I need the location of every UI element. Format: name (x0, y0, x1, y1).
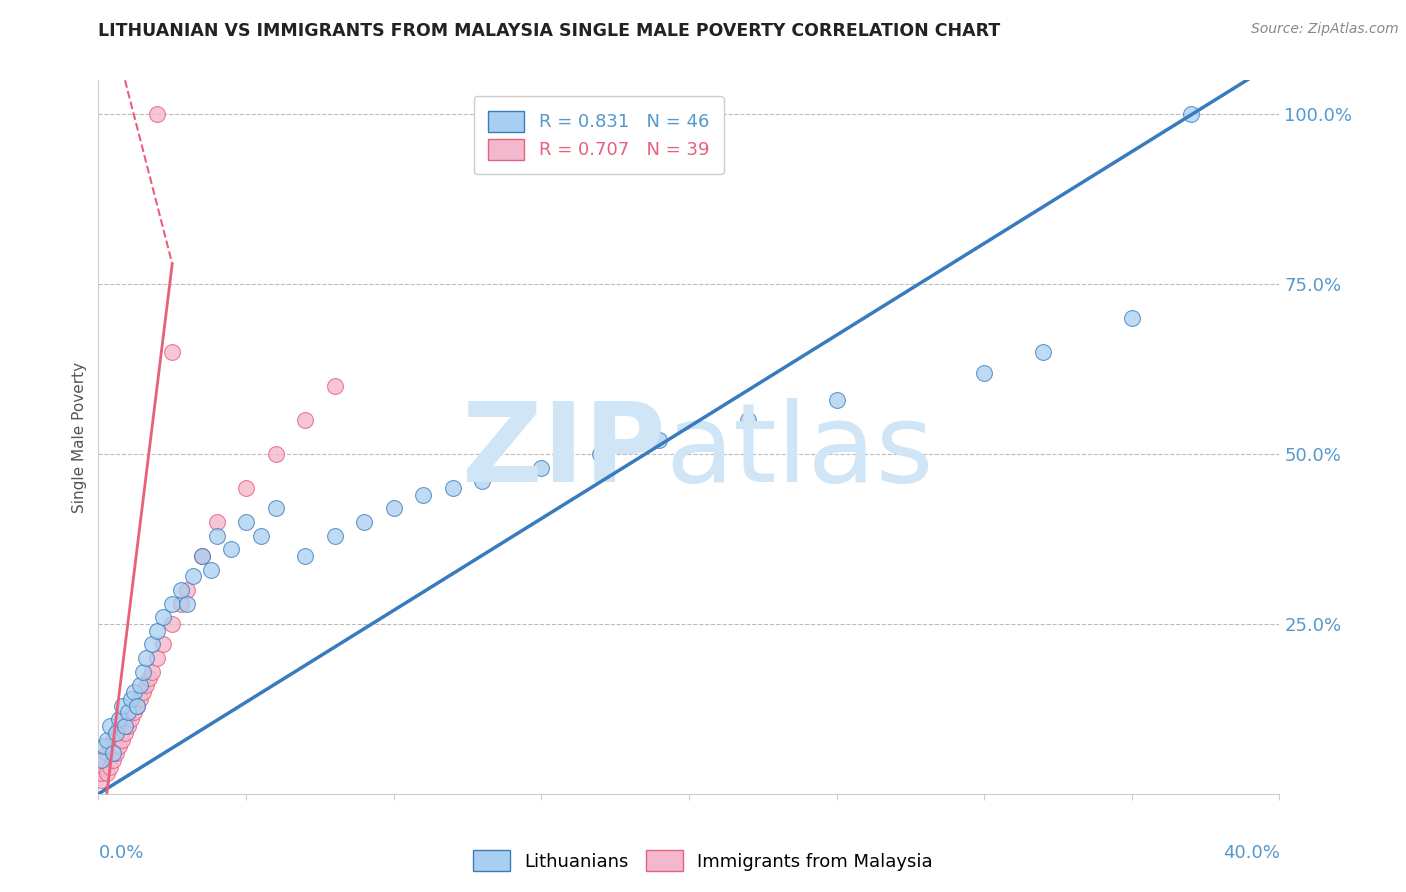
Point (176, 597, 198, 611)
Point (111, 732, 134, 747)
Point (111, 698, 134, 713)
Point (120, 712, 142, 726)
Point (146, 107, 169, 121)
Point (170, 582, 193, 597)
Point (135, 651, 157, 665)
Point (412, 488, 434, 502)
Point (90, 773, 112, 788)
Point (1121, 311, 1143, 326)
Point (105, 725, 128, 739)
Point (114, 725, 136, 739)
Point (96, 746, 118, 760)
Point (98, 719, 121, 733)
Point (205, 515, 228, 529)
Point (105, 746, 128, 760)
Text: 0.0%: 0.0% (98, 844, 143, 862)
Point (235, 481, 257, 495)
Point (471, 475, 494, 489)
Y-axis label: Single Male Poverty: Single Male Poverty (72, 361, 87, 513)
Point (146, 651, 169, 665)
Text: LITHUANIAN VS IMMIGRANTS FROM MALAYSIA SINGLE MALE POVERTY CORRELATION CHART: LITHUANIAN VS IMMIGRANTS FROM MALAYSIA S… (98, 22, 1001, 40)
Point (441, 481, 464, 495)
Point (96, 766, 118, 780)
Point (589, 447, 612, 461)
Point (737, 413, 759, 427)
Point (98, 760, 121, 774)
Point (125, 698, 148, 713)
Point (219, 542, 242, 557)
Point (205, 528, 228, 542)
Point (128, 678, 150, 692)
Point (117, 719, 139, 733)
Point (108, 739, 131, 754)
Text: ZIP: ZIP (463, 398, 665, 505)
Point (825, 392, 848, 407)
Text: Source: ZipAtlas.com: Source: ZipAtlas.com (1251, 22, 1399, 37)
Point (105, 725, 128, 739)
Point (162, 617, 183, 632)
Point (103, 732, 125, 747)
Point (122, 685, 145, 699)
Point (111, 712, 134, 726)
Point (93, 739, 115, 754)
Point (152, 637, 174, 651)
Legend: Lithuanians, Immigrants from Malaysia: Lithuanians, Immigrants from Malaysia (467, 843, 939, 879)
Point (135, 678, 157, 692)
Point (90, 766, 112, 780)
Point (181, 569, 204, 583)
Text: 40.0%: 40.0% (1223, 844, 1279, 862)
Point (120, 691, 142, 706)
Point (973, 366, 995, 380)
Point (108, 719, 131, 733)
Point (103, 753, 125, 767)
Point (141, 665, 163, 679)
Point (138, 671, 160, 685)
Point (93, 760, 115, 774)
Text: atlas: atlas (665, 398, 934, 505)
Point (128, 691, 150, 706)
Point (170, 597, 193, 611)
Point (1032, 345, 1054, 359)
Point (146, 624, 169, 638)
Point (191, 549, 214, 563)
Point (162, 345, 183, 359)
Point (294, 549, 316, 563)
Point (530, 460, 553, 475)
Point (250, 528, 273, 542)
Point (176, 582, 198, 597)
Point (103, 746, 125, 760)
Point (235, 515, 257, 529)
Point (114, 719, 136, 733)
Point (122, 706, 145, 720)
Point (200, 563, 222, 577)
Point (264, 501, 287, 516)
Point (141, 637, 163, 651)
Point (117, 706, 139, 720)
Point (108, 712, 131, 726)
Point (132, 685, 155, 699)
Point (162, 597, 183, 611)
Point (323, 379, 346, 393)
Point (264, 447, 287, 461)
Point (96, 732, 118, 747)
Point (353, 515, 375, 529)
Point (98, 739, 121, 754)
Point (125, 698, 148, 713)
Point (132, 665, 155, 679)
Point (191, 549, 214, 563)
Point (152, 610, 174, 624)
Point (90, 753, 112, 767)
Point (93, 753, 115, 767)
Point (1180, 107, 1202, 121)
Point (382, 501, 405, 516)
Point (323, 528, 346, 542)
Point (648, 434, 671, 448)
Legend: R = 0.831   N = 46, R = 0.707   N = 39: R = 0.831 N = 46, R = 0.707 N = 39 (474, 96, 724, 174)
Point (294, 413, 316, 427)
